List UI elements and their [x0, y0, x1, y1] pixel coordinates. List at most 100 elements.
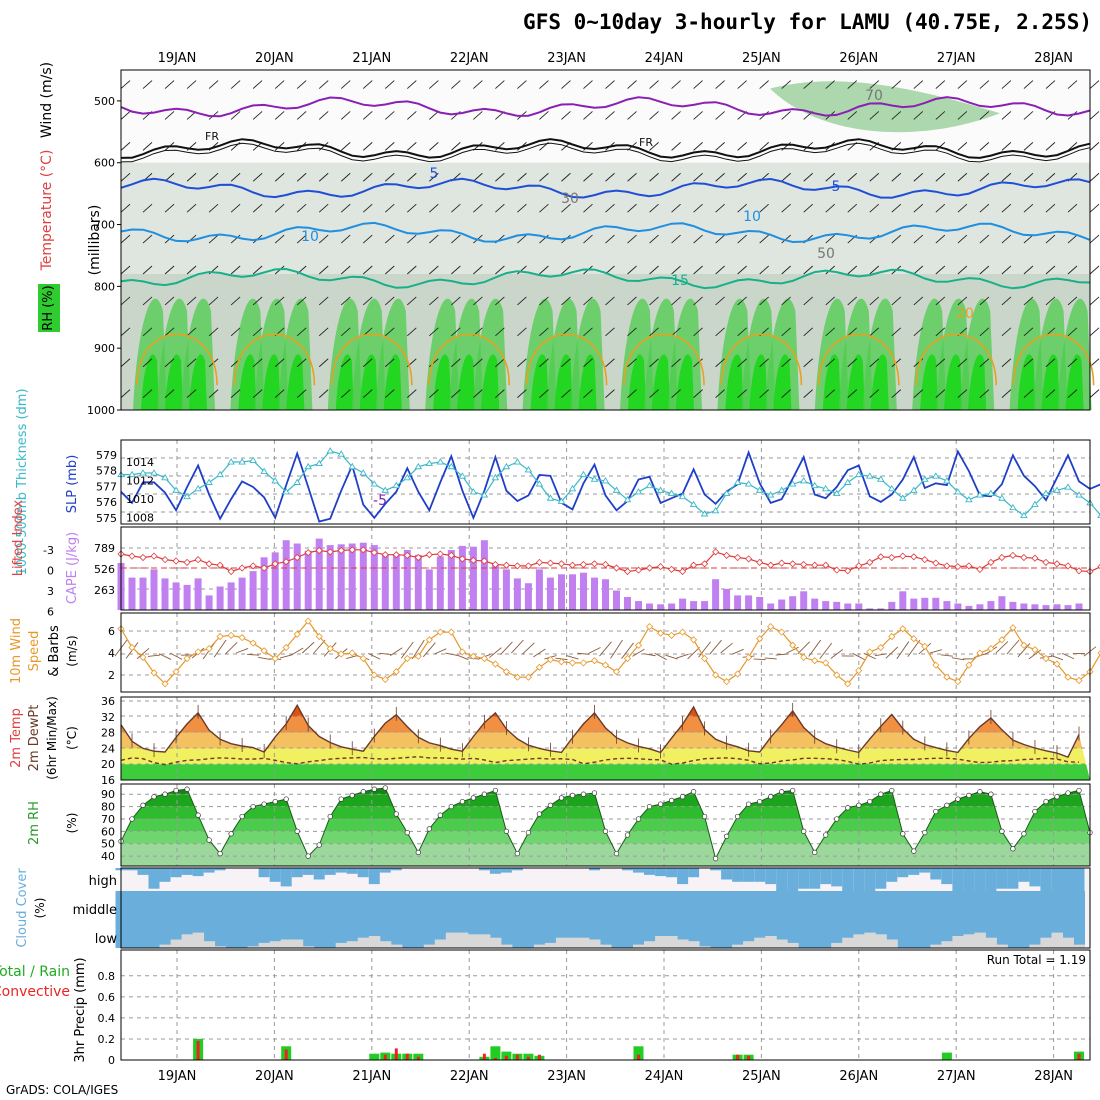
lifted-index-marker: [282, 558, 290, 566]
cloud-middle-cell: [511, 891, 524, 948]
rh-marker: [448, 803, 454, 810]
thickness-marker: [899, 494, 907, 501]
cloud-low-cell: [875, 934, 887, 948]
surface-wind-barb: [258, 656, 271, 660]
rh-marker: [569, 792, 576, 799]
cloud-high-cell: [743, 868, 755, 882]
contour-label: 20: [956, 306, 974, 322]
temp-band: [121, 748, 1090, 765]
precip-convective-bar: [1077, 1053, 1081, 1060]
wind-speed-marker: [150, 669, 158, 677]
wind-barb: [142, 327, 153, 337]
wind-barb: [451, 327, 461, 337]
thickness-marker: [491, 473, 500, 481]
cloud-middle-cell: [368, 891, 381, 948]
wind-barb: [1023, 296, 1034, 306]
wind-barb: [759, 80, 769, 89]
wind-barb: [362, 265, 373, 275]
rh-marker: [657, 801, 664, 807]
cloud-high-cell: [798, 868, 810, 889]
rh-marker: [834, 816, 840, 822]
wind-barb: [1089, 234, 1100, 244]
wind-barb: [605, 389, 615, 398]
rh-bright-column: [262, 354, 281, 410]
cape-tick-label: 526: [94, 563, 115, 576]
wind-barb: [451, 265, 461, 275]
cloud-low-cell: [291, 939, 304, 948]
rh-marker: [360, 789, 366, 795]
cloud-middle-cell: [578, 891, 590, 948]
rh-marker: [415, 849, 421, 856]
lifted-index-marker: [337, 546, 345, 555]
isotherm-20-bump: [915, 333, 997, 386]
cape-bar: [1020, 603, 1028, 610]
wind-barb: [1089, 296, 1100, 306]
isotherm-freezing: [120, 138, 1091, 159]
wind-barb: [979, 234, 990, 244]
rh-marker: [900, 831, 906, 837]
precip-convective-bar: [405, 1053, 409, 1060]
wind-barb: [517, 80, 527, 89]
rh-marker: [602, 828, 609, 834]
thickness-marker: [392, 481, 401, 489]
wind-barb: [1067, 265, 1078, 275]
surface-wind-barb: [896, 641, 910, 660]
contour-label: 70: [865, 88, 883, 104]
rh-green-column: [278, 298, 313, 410]
wind-barb: [362, 358, 373, 368]
wind-barb: [142, 389, 153, 398]
cape-bar: [392, 554, 400, 610]
rh-bright-column: [481, 354, 500, 410]
wind-barb: [429, 203, 439, 213]
cloud-high-cell: [170, 868, 182, 878]
surface-wind-barb: [599, 641, 612, 657]
wind-barb: [561, 389, 571, 398]
cape-bar: [866, 608, 874, 610]
cloud-label-middle: middle: [73, 903, 117, 918]
wind-barb: [935, 296, 946, 306]
wind-barb: [891, 389, 902, 398]
lifted-index-marker: [899, 552, 907, 560]
wind-barb: [495, 327, 505, 337]
cloud-low-cell: [1040, 937, 1052, 948]
precip-tick-label: 0.4: [98, 1012, 116, 1025]
cloud-middle-cell: [787, 891, 799, 948]
cloud-middle-cell: [192, 891, 205, 948]
thickness-marker: [645, 481, 654, 489]
cloud-middle-cell: [357, 891, 370, 948]
cloud-middle-cell: [919, 891, 931, 948]
wind-barb: [1067, 327, 1078, 337]
wind-barb: [186, 265, 197, 275]
lifted-index-marker: [712, 548, 720, 556]
cloud-low-cell: [963, 934, 975, 948]
wind-speed-marker: [282, 643, 290, 652]
rh-marker: [437, 812, 443, 818]
cloud-middle-cell: [478, 891, 491, 948]
lifted-index-marker: [436, 550, 444, 558]
wind-barb: [1001, 389, 1012, 398]
wind-barb: [362, 389, 373, 398]
cloud-middle-cell: [137, 891, 149, 948]
thickness-marker: [678, 492, 687, 500]
cloud-axis-label-1: Cloud Cover: [15, 868, 30, 948]
wind-barb: [715, 111, 725, 120]
cape-bar: [513, 578, 521, 610]
lifted-index-marker: [249, 562, 257, 570]
wind-barb: [252, 80, 263, 89]
lifted-index-marker: [513, 562, 521, 570]
wind-speed-marker: [1075, 676, 1083, 685]
lifted-index-marker: [866, 558, 874, 566]
wind-barb: [142, 265, 153, 275]
wind-barb: [759, 358, 769, 368]
wind-barb: [340, 172, 351, 182]
wind-barb: [671, 172, 681, 182]
cloud-low-cell: [1073, 944, 1085, 948]
wind-barb: [979, 265, 990, 275]
rh-marker: [823, 832, 829, 838]
wind-barb: [1001, 358, 1012, 368]
wind-barb: [1045, 265, 1056, 275]
wind-barb: [825, 203, 836, 213]
thickness-marker: [744, 480, 753, 487]
wind-barb: [539, 265, 549, 275]
slp-tick-label: 1012: [126, 475, 154, 488]
